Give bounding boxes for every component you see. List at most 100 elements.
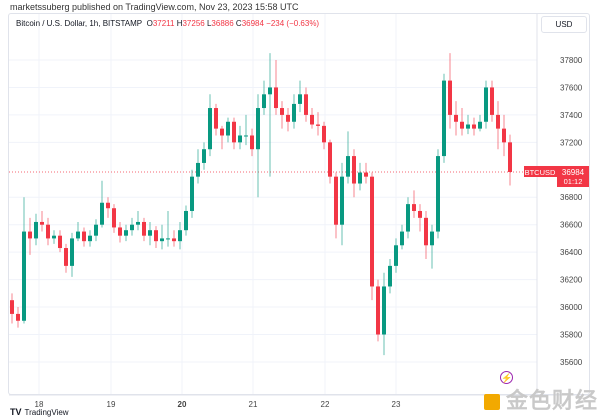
- candle-body: [76, 231, 80, 239]
- currency-button[interactable]: USD: [541, 16, 587, 33]
- y-tick-label: 37600: [560, 83, 583, 92]
- candle-body: [208, 108, 212, 150]
- candle-body: [262, 94, 266, 109]
- tradingview-logo[interactable]: TV TradingView: [10, 407, 69, 417]
- candle-body: [118, 227, 122, 236]
- candle-body: [34, 221, 38, 239]
- candle-body: [430, 231, 434, 246]
- watermark-logo-icon: [484, 394, 500, 411]
- candle-body: [292, 103, 296, 122]
- candle-body: [394, 245, 398, 266]
- candle-body: [358, 172, 362, 184]
- candle-body: [112, 208, 116, 228]
- y-tick-label: 35800: [560, 330, 583, 339]
- watermark: 金色财经: [484, 383, 598, 415]
- candle-body: [460, 121, 464, 129]
- tradingview-logo-icon: TV: [10, 407, 22, 417]
- candle-body: [382, 286, 386, 335]
- candle-body: [406, 204, 410, 232]
- high-value: 37256: [182, 19, 205, 28]
- candle-body: [256, 108, 260, 150]
- tradingview-logo-text: TradingView: [24, 408, 69, 417]
- candle-body: [334, 176, 338, 225]
- candle-body: [202, 149, 206, 163]
- candle-body: [46, 224, 50, 239]
- candle-body: [94, 224, 98, 236]
- candle-body: [298, 94, 302, 104]
- candle-body: [478, 121, 482, 129]
- candle-body: [346, 156, 350, 177]
- candle-body: [232, 121, 236, 143]
- y-tick-label: 37400: [560, 111, 583, 120]
- candle-body: [160, 238, 164, 242]
- y-tick-label: 35600: [560, 358, 583, 367]
- candle-body: [472, 124, 476, 129]
- change-value: −234 (−0.63%): [266, 19, 320, 28]
- candle-body: [316, 124, 320, 126]
- candle-body: [310, 114, 314, 125]
- y-tick-label: 36800: [560, 193, 583, 202]
- publisher-line: marketssuberg published on TradingView.c…: [10, 2, 299, 12]
- candle-body: [280, 108, 284, 115]
- candle-body: [178, 230, 182, 242]
- candle-body: [154, 230, 158, 242]
- candle-body: [424, 217, 428, 246]
- x-tick-label: 22: [321, 400, 330, 409]
- candle-body: [490, 87, 494, 115]
- candle-body: [376, 286, 380, 335]
- x-tick-label: 23: [392, 400, 401, 409]
- candle-body: [340, 176, 344, 225]
- x-tick-label: 19: [107, 400, 116, 409]
- x-tick-label: 21: [249, 400, 258, 409]
- candle-body: [244, 135, 248, 137]
- candle-body: [58, 235, 62, 249]
- close-value: 36984: [241, 19, 264, 28]
- candle-body: [352, 156, 356, 184]
- candle-body: [400, 231, 404, 246]
- candle-body: [100, 202, 104, 225]
- candle-body: [124, 230, 128, 236]
- candle-body: [22, 231, 26, 321]
- candle-body: [364, 172, 368, 177]
- candle-body: [64, 248, 68, 266]
- candle-body: [148, 230, 152, 236]
- candle-body: [136, 221, 140, 225]
- candle-body: [370, 176, 374, 287]
- candle-body: [220, 128, 224, 136]
- y-tick-label: 36400: [560, 248, 583, 257]
- candle-body: [484, 87, 488, 122]
- watermark-text: 金色财经: [506, 388, 599, 413]
- candle-body: [40, 221, 44, 225]
- candle-body: [190, 176, 194, 211]
- high-label: H: [176, 19, 183, 28]
- candle-body: [304, 94, 308, 115]
- candle-body: [166, 238, 170, 240]
- open-label: O: [146, 19, 153, 28]
- y-tick-label: 36000: [560, 303, 583, 312]
- x-tick-label: 20: [178, 400, 187, 409]
- candle-body: [418, 210, 422, 218]
- candle-body: [454, 114, 458, 122]
- y-tick-label: 37200: [560, 138, 583, 147]
- last-price-tag: [557, 165, 589, 187]
- candle-body: [268, 87, 272, 95]
- candle-body: [286, 114, 290, 122]
- candle-body: [412, 204, 416, 211]
- lightning-icon[interactable]: ⚡: [500, 371, 513, 384]
- candle-body: [436, 156, 440, 232]
- candle-body: [82, 231, 86, 242]
- low-label: L: [206, 19, 212, 28]
- candle-body: [214, 108, 218, 129]
- countdown-label: 01:12: [564, 177, 583, 186]
- candle-body: [70, 238, 74, 266]
- candle-body: [88, 235, 92, 242]
- candle-body: [238, 135, 242, 143]
- candle-body: [28, 231, 32, 239]
- candle-body: [184, 210, 188, 231]
- candle-body: [442, 80, 446, 157]
- candle-body: [130, 224, 134, 231]
- close-label: C: [235, 19, 242, 28]
- low-value: 36886: [211, 19, 234, 28]
- candle-body: [466, 124, 470, 129]
